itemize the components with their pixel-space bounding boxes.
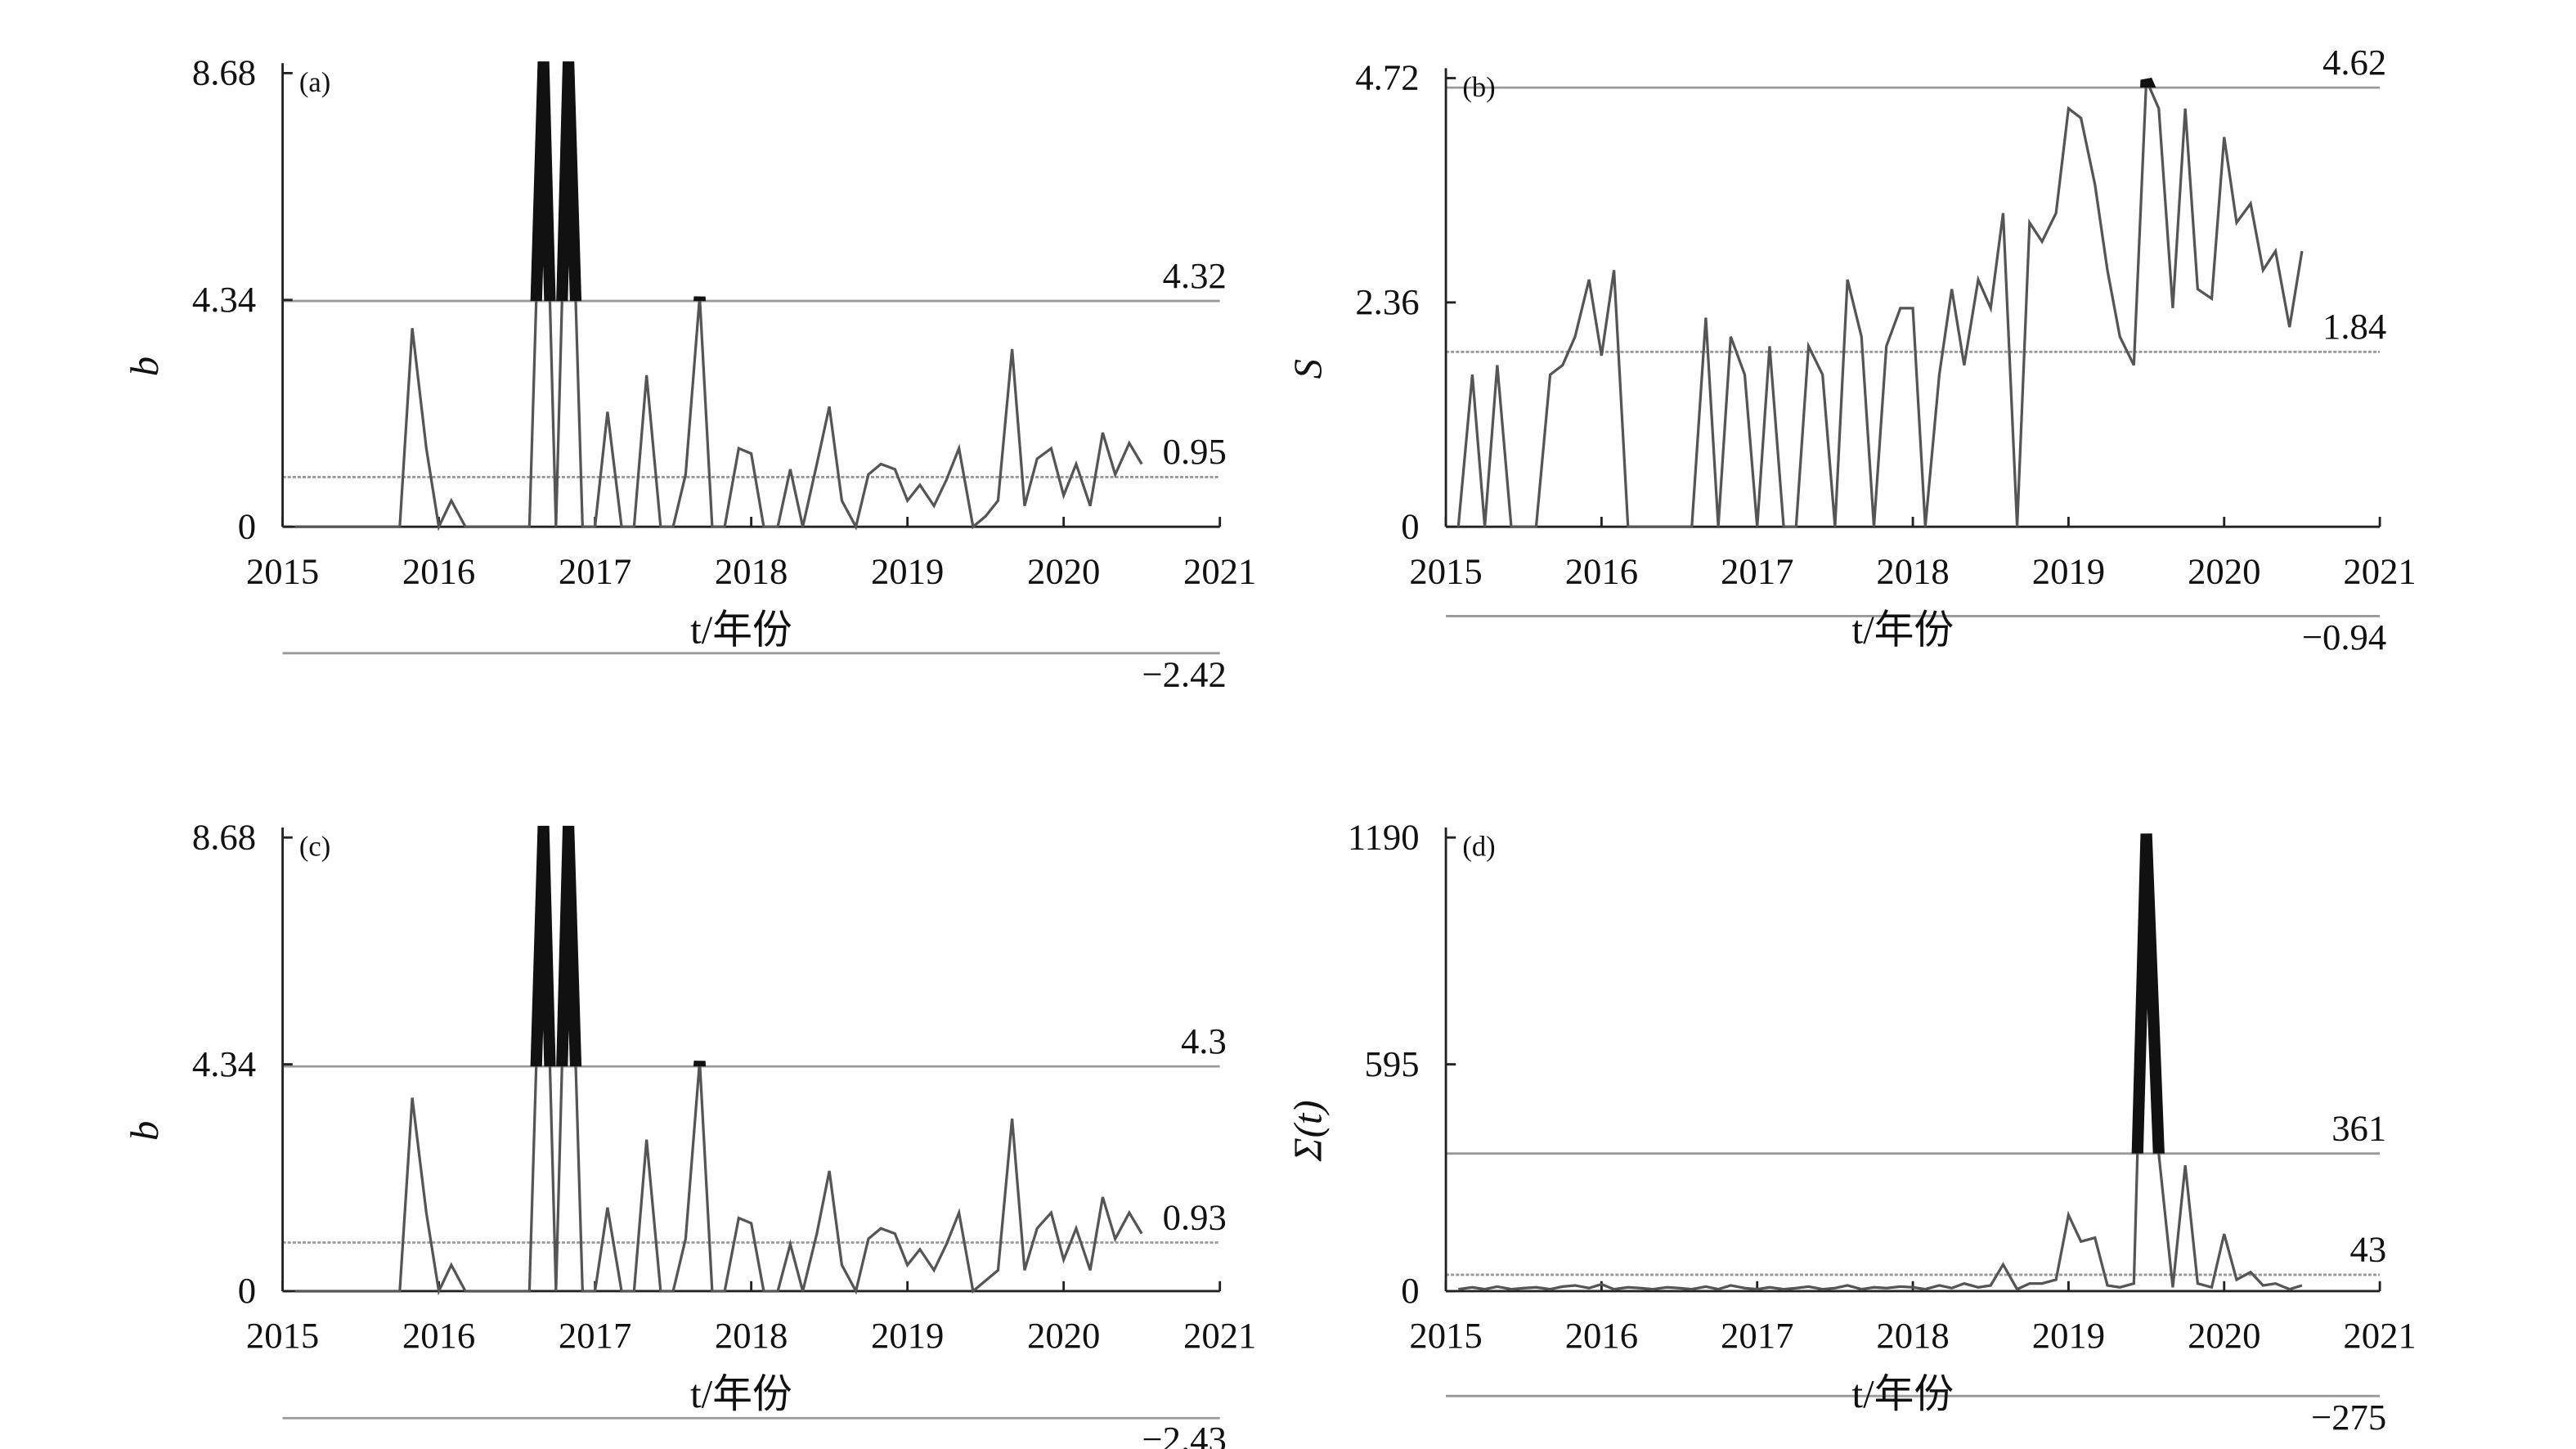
threshold-label: −0.94: [2302, 617, 2386, 657]
x-tick-label: 2016: [402, 550, 475, 591]
y-tick-label: 0: [1401, 1270, 1419, 1311]
x-axis-label: t/年份: [690, 1372, 792, 1416]
y-tick-label: 8.68: [192, 816, 256, 857]
threshold-label: 4.3: [1181, 1021, 1227, 1061]
exceed-highlight: [2140, 77, 2156, 88]
panel: 4.32 0.95 −2.42 0 4.34 8.68 2015 2016 2017 2018 20…: [123, 52, 1256, 695]
x-tick-label: 2019: [2032, 550, 2105, 591]
panel-label: (d): [1462, 832, 1495, 863]
threshold-label: −275: [2311, 1397, 2386, 1438]
threshold-label: 361: [2331, 1107, 2386, 1148]
x-axis-label: t/年份: [690, 608, 792, 652]
data-line: [294, 826, 1143, 1296]
threshold-label: 4.62: [2322, 42, 2386, 83]
x-tick-label: 2018: [715, 1315, 788, 1356]
x-tick-label: 2020: [1027, 1315, 1100, 1356]
y-axis-label: b: [123, 1121, 167, 1141]
x-tick-label: 2017: [1721, 1315, 1793, 1356]
y-tick-label: 4.34: [192, 1043, 256, 1084]
panel: 4.3 0.93 −2.43 0 4.34 8.68 2015 2016 2017 2018 201…: [123, 816, 1256, 1449]
exceed-highlight: [530, 61, 706, 302]
threshold-label: 43: [2350, 1229, 2387, 1270]
y-axis-label: Σ(t): [1286, 1100, 1331, 1162]
threshold-label: −2.43: [1142, 1419, 1226, 1449]
x-tick-label: 2021: [1183, 550, 1256, 591]
y-axis-label: S: [1286, 359, 1331, 379]
x-tick-label: 2016: [1565, 550, 1638, 591]
x-tick-label: 2018: [715, 550, 788, 591]
y-tick-label: 4.34: [192, 279, 256, 320]
y-tick-label: 8.68: [192, 52, 256, 93]
panel: 361 43 −275 0 595 1190 2015 2016 2017 2018 2019 202…: [1286, 816, 2417, 1437]
data-line: [1456, 79, 2304, 528]
x-tick-label: 2017: [1721, 550, 1793, 591]
y-tick-label: 0: [1401, 505, 1419, 546]
panel-label: (a): [299, 67, 330, 98]
data-line: [294, 61, 1143, 532]
x-tick-label: 2016: [402, 1315, 475, 1356]
x-tick-label: 2019: [2032, 1315, 2105, 1356]
y-tick-label: 595: [1365, 1043, 1420, 1084]
threshold-label: 0.93: [1163, 1196, 1227, 1237]
x-tick-label: 2018: [1876, 550, 1949, 591]
x-tick-label: 2019: [871, 1315, 944, 1356]
x-tick-label: 2015: [246, 550, 319, 591]
x-tick-label: 2020: [2188, 550, 2260, 591]
x-axis-label: t/年份: [1852, 1372, 1954, 1416]
threshold-label: −2.42: [1142, 653, 1226, 694]
panel: 4.62 1.84 −0.94 0 2.36 4.72 2015 2016 2017 2018 20…: [1286, 42, 2417, 657]
x-tick-label: 2021: [2343, 550, 2416, 591]
x-tick-label: 2018: [1876, 1315, 1949, 1356]
threshold-label: 1.84: [2322, 306, 2386, 347]
y-axis-label: b: [123, 357, 167, 376]
x-tick-label: 2017: [559, 1315, 631, 1356]
y-tick-label: 1190: [1348, 816, 1420, 857]
panel-label: (c): [299, 832, 330, 863]
x-tick-label: 2015: [1409, 550, 1482, 591]
threshold-label: 0.95: [1163, 431, 1227, 472]
x-axis-label: t/年份: [1852, 608, 1954, 652]
panel-label: (b): [1462, 72, 1495, 103]
x-tick-label: 2021: [1183, 1315, 1256, 1356]
x-tick-label: 2021: [2343, 1315, 2416, 1356]
x-tick-label: 2015: [246, 1315, 319, 1356]
exceed-highlight: [530, 825, 707, 1067]
data-line: [1458, 833, 2303, 1291]
x-tick-label: 2016: [1565, 1315, 1638, 1356]
x-tick-label: 2019: [871, 550, 944, 591]
y-tick-label: 4.72: [1355, 57, 1419, 98]
x-tick-label: 2020: [2188, 1315, 2260, 1356]
x-tick-label: 2015: [1409, 1315, 1482, 1356]
x-tick-label: 2017: [559, 550, 631, 591]
x-tick-label: 2020: [1027, 550, 1100, 591]
y-tick-label: 0: [238, 1270, 256, 1311]
y-tick-label: 2.36: [1355, 281, 1419, 322]
y-tick-label: 0: [238, 505, 256, 546]
exceed-highlight: [2131, 833, 2165, 1154]
threshold-label: 4.32: [1163, 255, 1227, 296]
